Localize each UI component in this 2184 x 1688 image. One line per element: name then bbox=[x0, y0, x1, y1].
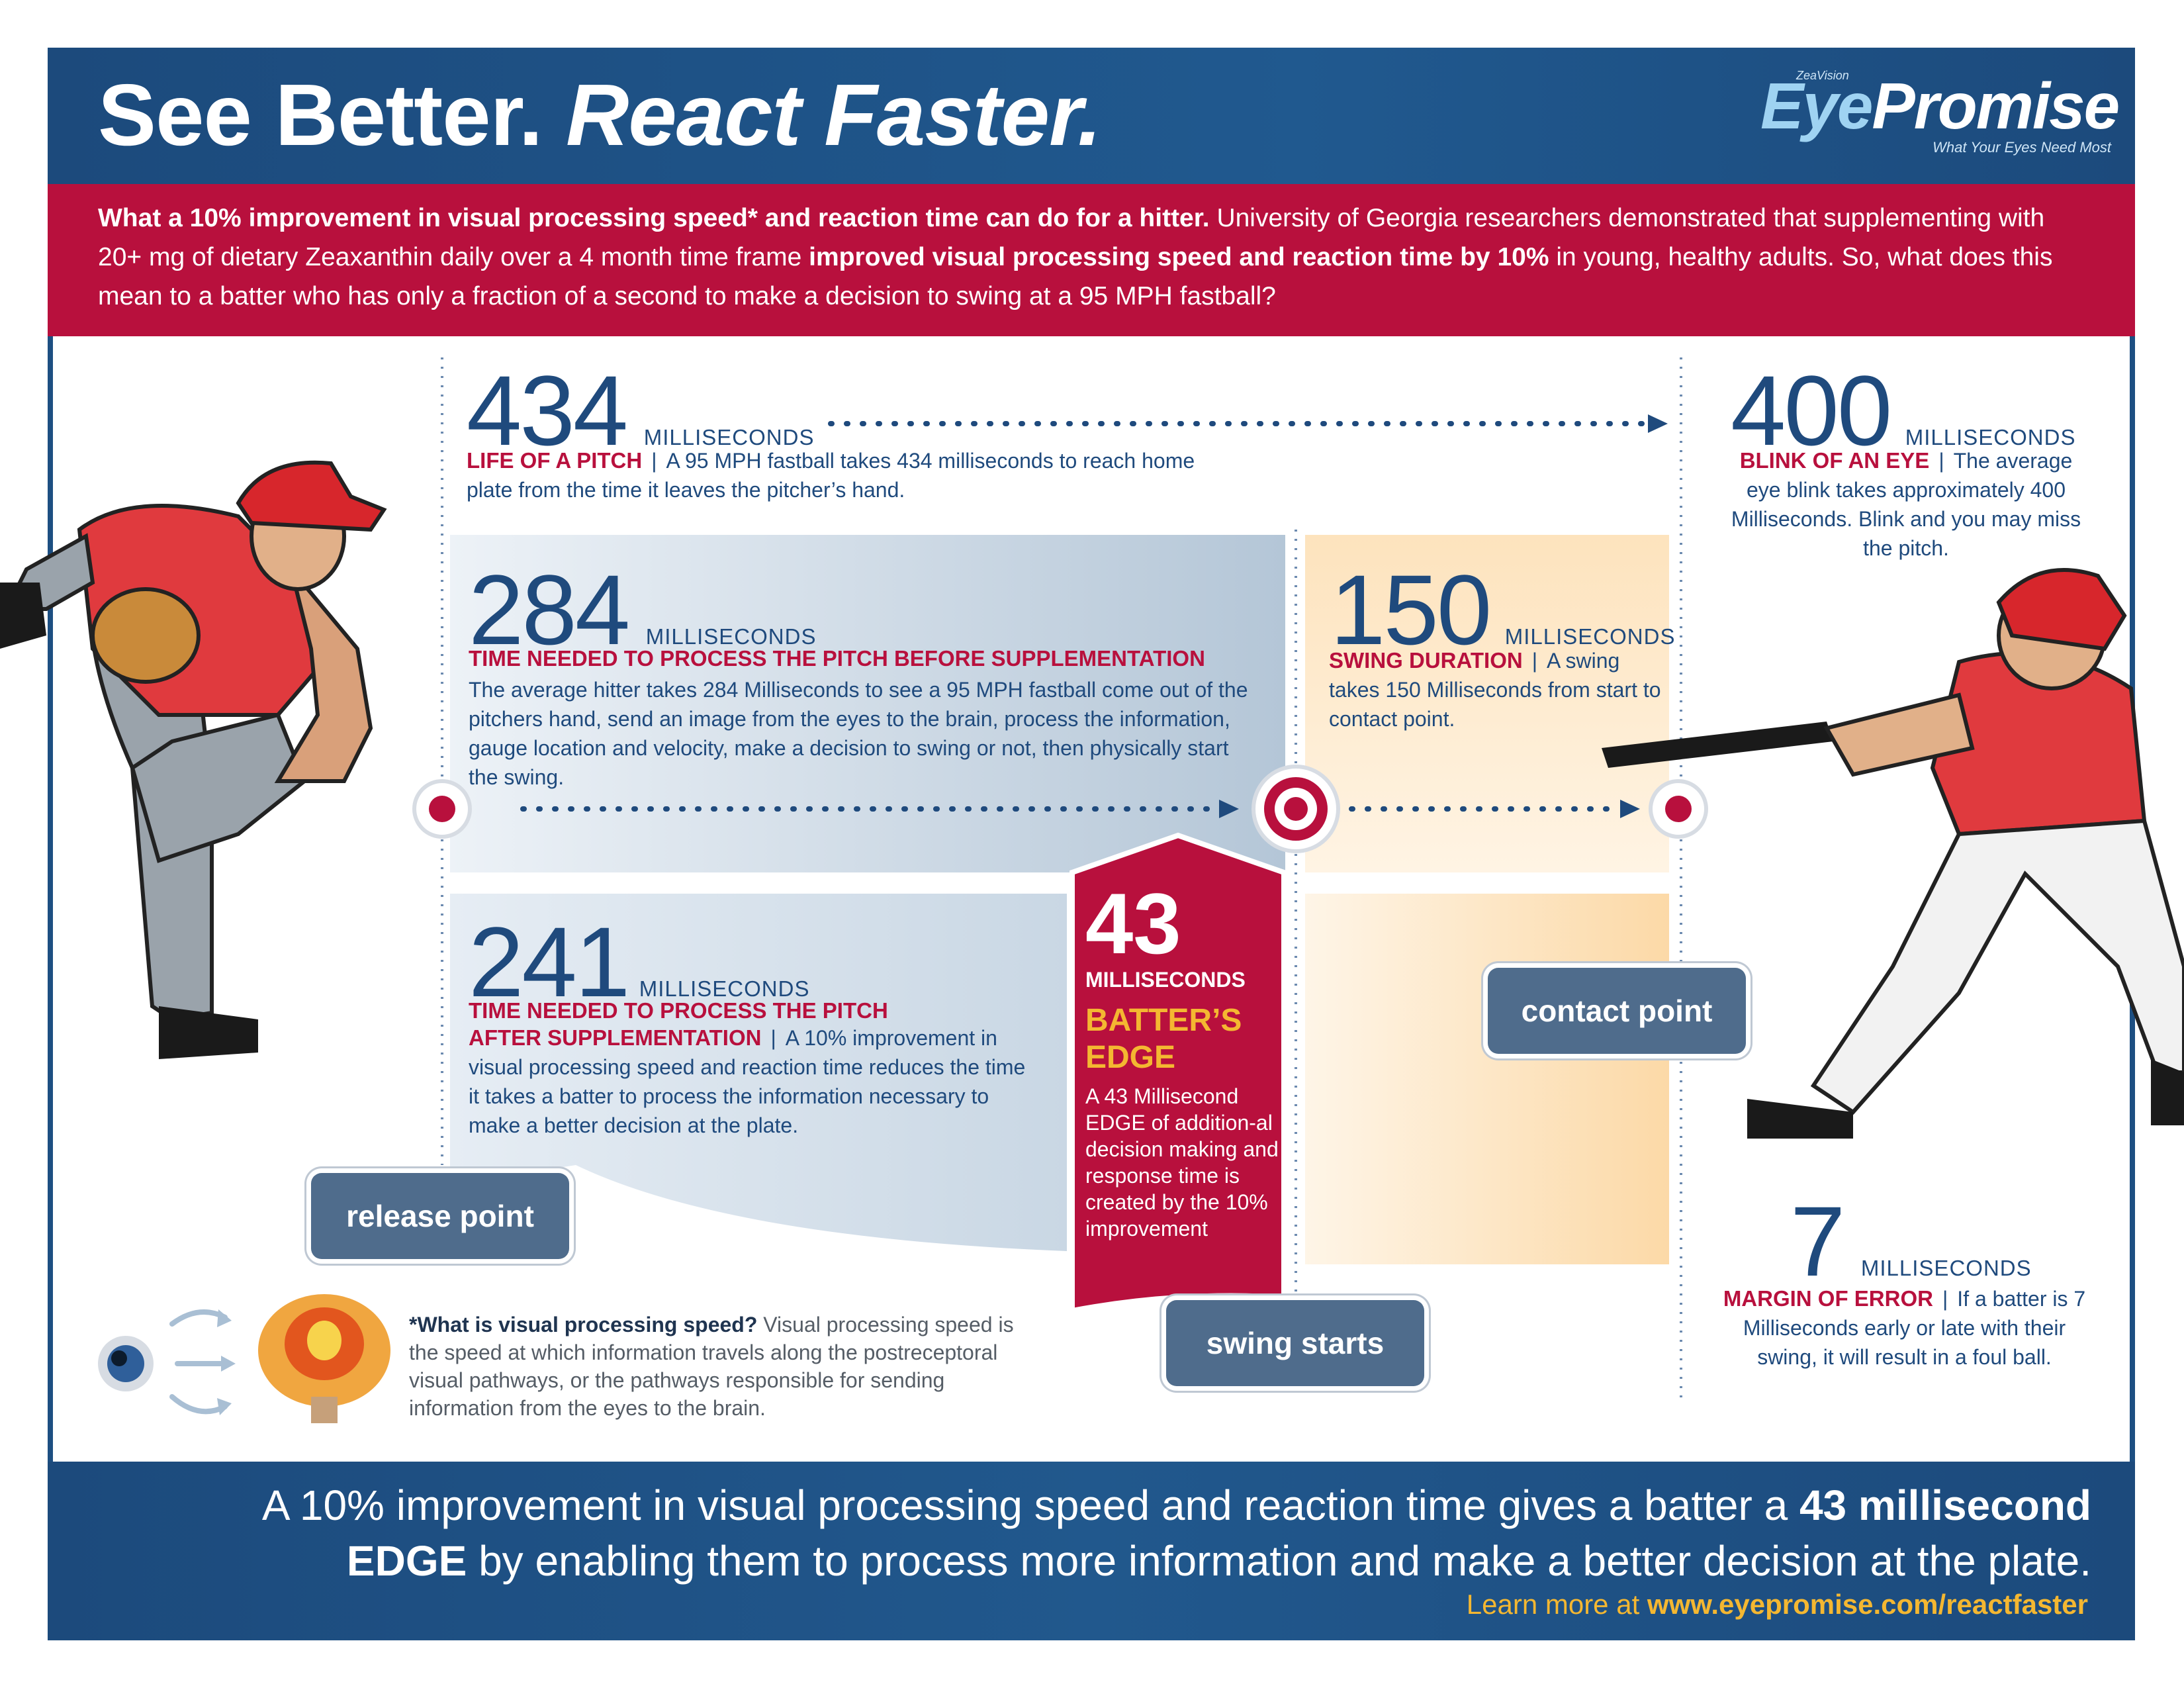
title-italic: React Faster. bbox=[566, 66, 1102, 164]
before-panel bbox=[450, 535, 1285, 872]
footnote: *What is visual processing speed? Visual… bbox=[409, 1313, 1014, 1420]
swing-starts-label: swing starts bbox=[1166, 1300, 1424, 1386]
edge-number: 43 bbox=[1085, 875, 1181, 972]
before-unit: MILLISECONDS bbox=[645, 624, 817, 649]
process-arrowhead bbox=[1219, 800, 1239, 818]
contact-panel bbox=[1305, 894, 1669, 1264]
before-description: The average hitter takes 284 Millisecond… bbox=[469, 678, 1248, 789]
edge-unit: MILLISECONDS bbox=[1085, 968, 1246, 992]
pitch-description: LIFE OF A PITCH | A 95 MPH fastball takes … bbox=[467, 448, 1195, 502]
logo-tagline: What Your Eyes Need Most bbox=[1933, 139, 2111, 156]
after-stat: 241 MILLISECONDS bbox=[469, 912, 809, 1011]
swing-description: SWING DURATION | A swing takes 150 Millise… bbox=[1329, 648, 1661, 731]
swing-arrowhead bbox=[1620, 800, 1640, 818]
pitch-stat: 434 MILLISECONDS bbox=[467, 361, 814, 460]
eye-icon bbox=[98, 1336, 154, 1391]
pitch-label: LIFE OF A PITCH bbox=[467, 448, 643, 473]
learn-more-link[interactable]: www.eyepromise.com/reactfaster bbox=[1647, 1589, 2088, 1620]
intro-text: What a 10% improvement in visual process… bbox=[98, 199, 2057, 316]
footer-statement: A 10% improvement in visual processing s… bbox=[261, 1481, 2091, 1585]
error-unit: MILLISECONDS bbox=[1860, 1256, 2032, 1280]
blink-number: 400 bbox=[1731, 355, 1892, 466]
error-stat: 7 MILLISECONDS bbox=[1790, 1192, 2032, 1291]
pitcher-cap bbox=[236, 460, 387, 532]
after-number: 241 bbox=[469, 906, 630, 1017]
swing-unit: MILLISECONDS bbox=[1504, 624, 1676, 649]
header-band bbox=[48, 48, 2135, 184]
error-label: MARGIN OF ERROR bbox=[1723, 1286, 1933, 1311]
before-label: TIME NEEDED TO PROCESS THE PITCH BEFORE … bbox=[469, 646, 1205, 671]
glove-icon bbox=[91, 587, 201, 684]
blink-label: BLINK OF AN EYE bbox=[1739, 448, 1930, 473]
panel-curve bbox=[450, 1165, 1067, 1258]
logo-wordmark: EyePromise bbox=[1760, 70, 2120, 142]
brain-icon bbox=[258, 1294, 390, 1423]
after-description: AFTER SUPPLEMENTATION | A 10% improvement … bbox=[469, 1025, 1026, 1137]
error-description: MARGIN OF ERROR | If a batter is 7 Millise… bbox=[1723, 1286, 2086, 1369]
blink-unit: MILLISECONDS bbox=[1905, 425, 2076, 449]
arrow-icons bbox=[169, 1309, 236, 1415]
swing-stat: 150 MILLISECONDS bbox=[1330, 560, 1675, 659]
swing-label: SWING DURATION bbox=[1329, 648, 1523, 673]
batter-illustration bbox=[1602, 568, 2184, 1139]
page-title: See Better. React Faster. bbox=[98, 65, 1102, 165]
pitch-arrowhead bbox=[1648, 414, 1668, 433]
footnote-question: *What is visual processing speed? bbox=[409, 1313, 758, 1336]
learn-more: Learn more at www.eyepromise.com/reactfa… bbox=[1466, 1589, 2088, 1620]
swing-panel bbox=[1305, 535, 1669, 872]
intro-lead: What a 10% improvement in visual process… bbox=[98, 204, 1210, 232]
bat-icon bbox=[1602, 722, 1833, 768]
logo-promise: Promise bbox=[1872, 70, 2120, 142]
footer-band bbox=[48, 1462, 2135, 1640]
swing-number: 150 bbox=[1330, 554, 1492, 665]
pitcher-illustration bbox=[0, 460, 387, 1059]
before-number: 284 bbox=[469, 554, 630, 665]
blink-description: BLINK OF AN EYE | The average eye blink ta… bbox=[1731, 448, 2081, 560]
before-stat: 284 MILLISECONDS bbox=[469, 560, 816, 659]
batters-edge-badge bbox=[1069, 832, 1287, 1314]
intro-text-a: University of Georgia researchers demons… bbox=[98, 204, 2045, 271]
title-plain: See Better. bbox=[98, 66, 567, 164]
intro-text-b: in young, healthy adults. So, what does … bbox=[98, 243, 2053, 310]
logo-eye: Eye bbox=[1760, 70, 1873, 142]
intro-highlight: improved visual processing speed and rea… bbox=[809, 243, 1549, 271]
eyepromise-logo: ZeaVision EyePromise What Your Eyes Need… bbox=[1760, 69, 2120, 159]
edge-title: BATTER’S EDGE bbox=[1085, 1003, 1242, 1075]
pitch-unit: MILLISECONDS bbox=[643, 425, 815, 449]
blink-stat: 400 MILLISECONDS bbox=[1731, 361, 2075, 460]
after-unit: MILLISECONDS bbox=[639, 976, 810, 1001]
pitch-number: 434 bbox=[467, 355, 628, 466]
footer-highlight: 43 millisecond EDGE bbox=[346, 1481, 2091, 1585]
after-label-line2: AFTER SUPPLEMENTATION bbox=[469, 1025, 762, 1050]
contact-point-label: contact point bbox=[1488, 968, 1746, 1054]
release-point-label: release point bbox=[311, 1173, 569, 1259]
logo-superscript: ZeaVision bbox=[1796, 69, 1849, 82]
intro-band bbox=[48, 184, 2135, 336]
edge-description: A 43 Millisecond EDGE of addition-al dec… bbox=[1085, 1084, 1279, 1241]
after-label-line1: TIME NEEDED TO PROCESS THE PITCH bbox=[469, 998, 888, 1023]
error-number: 7 bbox=[1790, 1186, 1845, 1297]
batter-helmet bbox=[1996, 568, 2127, 651]
